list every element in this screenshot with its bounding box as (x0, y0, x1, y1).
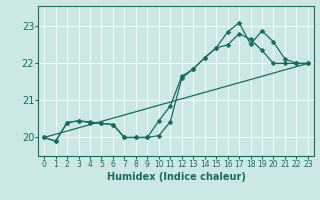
X-axis label: Humidex (Indice chaleur): Humidex (Indice chaleur) (107, 172, 245, 182)
